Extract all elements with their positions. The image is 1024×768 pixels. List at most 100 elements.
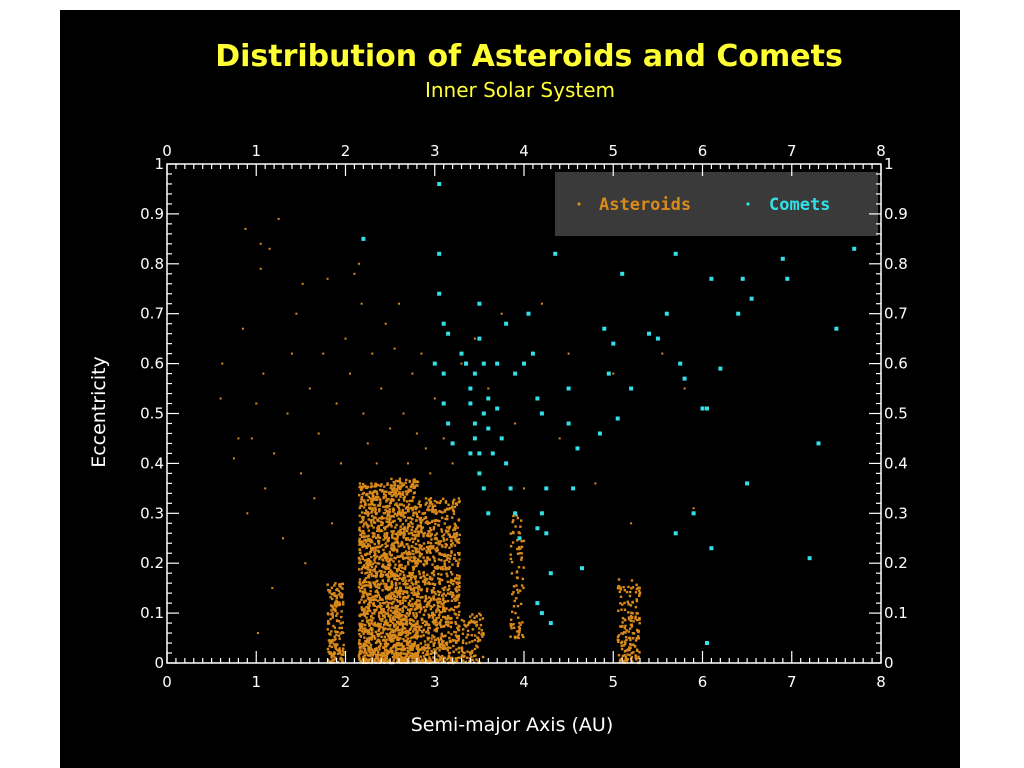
asteroid-point bbox=[436, 658, 439, 661]
asteroid-point bbox=[513, 635, 517, 638]
asteroid-point bbox=[367, 630, 371, 633]
asteroid-point bbox=[366, 621, 369, 624]
asteroid-point bbox=[407, 462, 409, 465]
comet-point bbox=[499, 436, 504, 441]
asteroid-point bbox=[385, 649, 389, 652]
asteroid-point bbox=[372, 601, 375, 605]
asteroid-point bbox=[457, 581, 461, 584]
asteroid-point bbox=[617, 640, 620, 643]
asteroid-point bbox=[443, 646, 446, 649]
asteroid-point bbox=[398, 577, 401, 580]
asteroid-point bbox=[426, 629, 430, 632]
asteroid-point bbox=[464, 624, 467, 628]
asteroid-point bbox=[436, 607, 439, 610]
asteroid-point bbox=[402, 583, 405, 586]
asteroid-point bbox=[416, 599, 419, 602]
asteroid-point bbox=[567, 352, 570, 355]
y-tick-label-right: 1 bbox=[884, 155, 894, 173]
asteroid-point bbox=[405, 556, 408, 559]
asteroid-point bbox=[624, 636, 628, 639]
asteroid-point bbox=[416, 480, 420, 484]
asteroid-point bbox=[331, 658, 334, 662]
asteroid-point bbox=[446, 658, 449, 661]
asteroid-point bbox=[398, 594, 401, 597]
asteroid-point bbox=[627, 611, 630, 614]
asteroid-point bbox=[339, 622, 342, 625]
asteroid-point bbox=[370, 521, 373, 524]
comet-point bbox=[472, 371, 477, 376]
asteroid-point bbox=[308, 387, 311, 390]
asteroid-point bbox=[466, 629, 470, 632]
asteroid-point bbox=[374, 630, 377, 634]
asteroid-point bbox=[390, 534, 394, 537]
asteroid-point bbox=[402, 638, 405, 641]
asteroid-point bbox=[421, 526, 425, 529]
asteroid-point bbox=[366, 629, 369, 632]
asteroid-point bbox=[383, 614, 386, 617]
asteroid-point bbox=[635, 587, 639, 591]
asteroid-point bbox=[379, 545, 382, 548]
asteroid-point bbox=[418, 628, 421, 632]
asteroid-point bbox=[404, 652, 407, 655]
asteroid-point bbox=[379, 598, 382, 601]
asteroid-point bbox=[416, 530, 420, 533]
asteroid-point bbox=[422, 634, 425, 637]
asteroid-point bbox=[419, 504, 422, 507]
comet-point bbox=[522, 361, 526, 366]
asteroid-point bbox=[375, 555, 379, 558]
asteroid-point bbox=[378, 648, 381, 651]
asteroid-point bbox=[454, 620, 457, 624]
asteroid-point bbox=[475, 658, 478, 661]
chart-subtitle: Inner Solar System bbox=[425, 78, 615, 102]
asteroid-point bbox=[398, 555, 402, 558]
asteroid-point bbox=[391, 629, 395, 632]
asteroid-point bbox=[455, 581, 458, 584]
asteroid-point bbox=[386, 612, 390, 615]
asteroid-point bbox=[358, 578, 362, 581]
asteroid-point bbox=[241, 327, 244, 330]
asteroid-point bbox=[404, 657, 407, 660]
asteroid-point bbox=[442, 437, 445, 440]
asteroid-point bbox=[391, 489, 394, 492]
asteroid-point bbox=[382, 492, 386, 496]
asteroid-point bbox=[399, 525, 402, 528]
asteroid-point bbox=[383, 635, 387, 639]
asteroid-point bbox=[422, 556, 425, 559]
asteroid-point bbox=[449, 570, 453, 574]
asteroid-point bbox=[520, 558, 523, 561]
asteroid-point bbox=[456, 563, 460, 566]
asteroid-point bbox=[364, 512, 368, 515]
asteroid-point bbox=[382, 565, 385, 569]
asteroid-point bbox=[221, 362, 224, 365]
asteroid-point bbox=[335, 614, 338, 617]
asteroid-point bbox=[442, 597, 445, 600]
comet-point bbox=[361, 236, 366, 241]
chart-panel: Distribution of Asteroids and Comets Inn… bbox=[60, 10, 960, 768]
asteroid-point bbox=[470, 651, 474, 654]
asteroid-point bbox=[367, 565, 370, 569]
asteroid-point bbox=[421, 596, 424, 599]
asteroid-point bbox=[259, 267, 262, 270]
asteroid-point bbox=[390, 497, 393, 501]
asteroid-point bbox=[454, 524, 457, 527]
asteroid-point bbox=[621, 654, 625, 658]
asteroid-point bbox=[457, 593, 461, 597]
asteroid-point bbox=[328, 591, 331, 594]
asteroid-point bbox=[413, 645, 416, 648]
asteroid-point bbox=[457, 613, 460, 617]
asteroid-point bbox=[411, 571, 415, 575]
asteroid-point bbox=[409, 489, 413, 492]
asteroid-point bbox=[424, 516, 428, 519]
asteroid-point bbox=[359, 540, 362, 543]
asteroid-point bbox=[380, 570, 383, 573]
asteroid-point bbox=[371, 352, 374, 355]
asteroid-point bbox=[426, 520, 429, 523]
asteroid-point bbox=[385, 612, 388, 616]
asteroid-point bbox=[440, 658, 443, 661]
asteroid-point bbox=[391, 630, 395, 633]
asteroid-point bbox=[337, 634, 341, 638]
asteroid-point bbox=[393, 566, 396, 569]
asteroid-point bbox=[445, 647, 448, 650]
asteroid-point bbox=[370, 648, 374, 651]
asteroid-point bbox=[426, 605, 429, 608]
